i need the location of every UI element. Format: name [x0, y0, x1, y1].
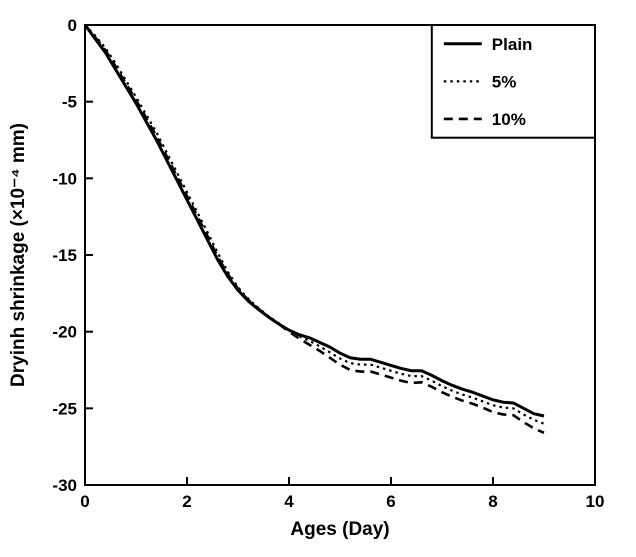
- y-tick-label: -5: [62, 93, 77, 112]
- legend-label-s10: 10%: [492, 110, 526, 129]
- x-ticks: 0 2 4 6 8 10: [80, 477, 604, 511]
- y-tick-label: -10: [52, 169, 77, 188]
- legend: Plain 5% 10%: [432, 25, 595, 138]
- x-axis-label: Ages (Day): [290, 519, 389, 540]
- y-tick-label: -30: [52, 476, 77, 495]
- x-tick-label: 4: [284, 492, 294, 511]
- y-axis-label: Dryinh shrinkage (×10⁻⁴ mm): [8, 123, 29, 387]
- y-ticks: 0 -5 -10 -15 -20 -25 -30: [52, 16, 93, 495]
- legend-label-s5: 5%: [492, 72, 517, 91]
- y-tick-label: -25: [52, 399, 77, 418]
- x-tick-label: 10: [586, 492, 605, 511]
- legend-label-plain: Plain: [492, 35, 533, 54]
- shrinkage-line-chart: 0 2 4 6 8 10 0 -5 -10 -15 -20 -25 -30 Plain 5% 10% Ag…: [0, 0, 636, 557]
- x-tick-label: 6: [386, 492, 395, 511]
- x-tick-label: 0: [80, 492, 89, 511]
- x-tick-label: 8: [488, 492, 497, 511]
- y-tick-label: 0: [68, 16, 77, 35]
- x-tick-label: 2: [182, 492, 191, 511]
- y-tick-label: -20: [52, 323, 77, 342]
- y-tick-label: -15: [52, 246, 77, 265]
